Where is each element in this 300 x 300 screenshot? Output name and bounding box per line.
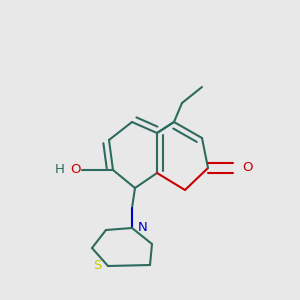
Text: O: O [242, 161, 253, 174]
Text: O: O [70, 163, 80, 176]
Text: S: S [93, 259, 101, 272]
Text: H: H [55, 163, 64, 176]
Text: N: N [137, 221, 147, 234]
